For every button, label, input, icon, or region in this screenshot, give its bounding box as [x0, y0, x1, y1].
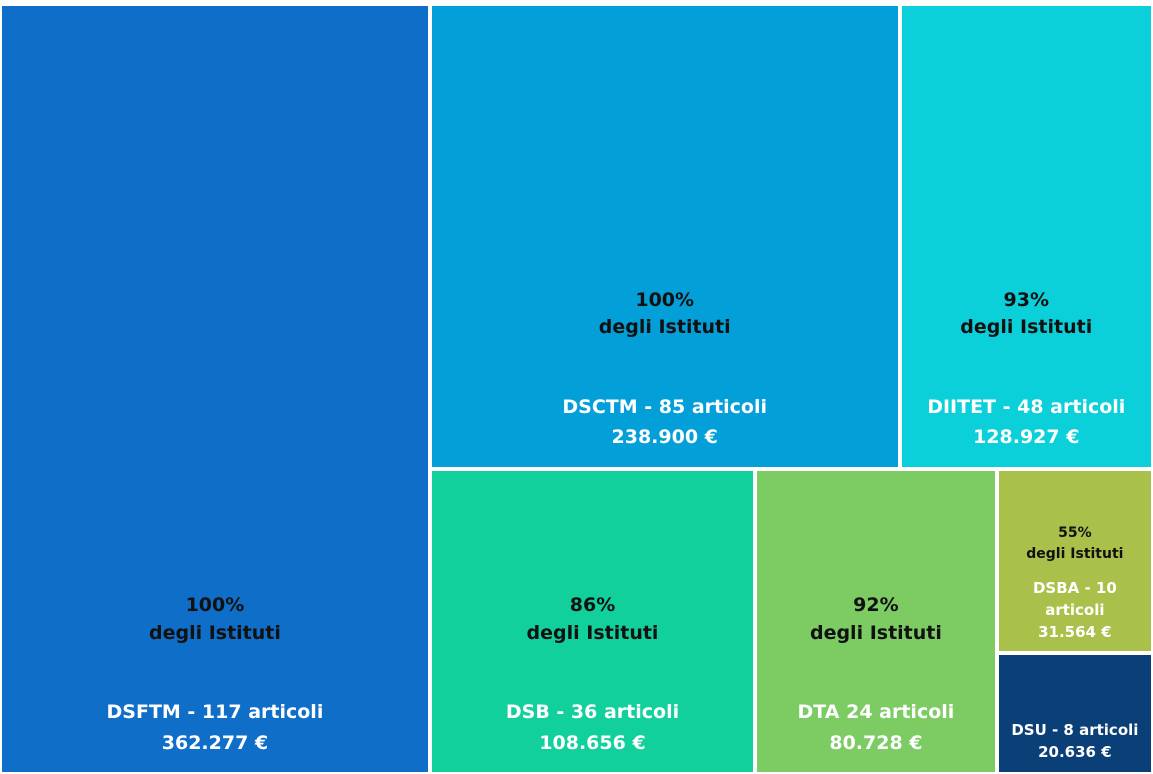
cell-label: DSFTM - 117 articoli	[106, 701, 324, 724]
treemap-cell: 100% degli Istituti DSCTM - 85 articoli 238…	[431, 6, 898, 467]
treemap-cell: 92% degli Istituti DTA 24 articoli 80.728 €	[757, 470, 995, 772]
treemap-cell: 93% degli Istituti DIITET - 48 articoli 128…	[901, 6, 1151, 467]
coverage-note: degli Istituti	[960, 316, 1093, 339]
cell-value: 362.277 €	[161, 731, 269, 754]
cell-label: DSBA - 10 articoli	[1032, 579, 1117, 619]
coverage-percent: 93%	[1003, 288, 1049, 311]
cell-value: 80.728 €	[829, 731, 923, 754]
cell-label: DTA 24 articoli	[797, 701, 955, 724]
coverage-percent: 92%	[853, 594, 899, 617]
coverage-percent: 100%	[185, 594, 245, 617]
coverage-percent: 100%	[635, 288, 695, 311]
cell-label: DSB - 36 articoli	[505, 701, 680, 724]
coverage-note: degli Istituti	[809, 621, 942, 644]
cell-label: DIITET - 48 articoli	[927, 395, 1126, 418]
cell-label: DSU - 8 articoli	[1011, 721, 1139, 740]
coverage-note: degli Istituti	[526, 621, 659, 644]
treemap-cell: DSU - 8 articoli 20.636 €	[998, 655, 1151, 772]
cell-value: 128.927 €	[973, 426, 1080, 449]
coverage-note: degli Istituti	[1026, 545, 1124, 562]
treemap-cell: 55% degli Istituti DSBA - 10 articoli 31.56…	[998, 470, 1151, 652]
cell-value: 20.636 €	[1038, 743, 1112, 762]
cell-label: DSCTM - 85 articoli	[562, 395, 767, 418]
cell-value: 31.564 €	[1038, 622, 1112, 641]
coverage-percent: 55%	[1058, 525, 1092, 542]
coverage-note: degli Istituti	[598, 316, 731, 339]
coverage-note: degli Istituti	[148, 621, 281, 644]
treemap-cell: 100% degli Istituti DSFTM - 117 articoli 36…	[2, 6, 428, 772]
cell-value: 108.656 €	[539, 731, 646, 754]
cell-value: 238.900 €	[611, 426, 718, 449]
treemap-cell: 86% degli Istituti DSB - 36 articoli 108.65…	[431, 470, 754, 772]
coverage-percent: 86%	[569, 594, 616, 617]
